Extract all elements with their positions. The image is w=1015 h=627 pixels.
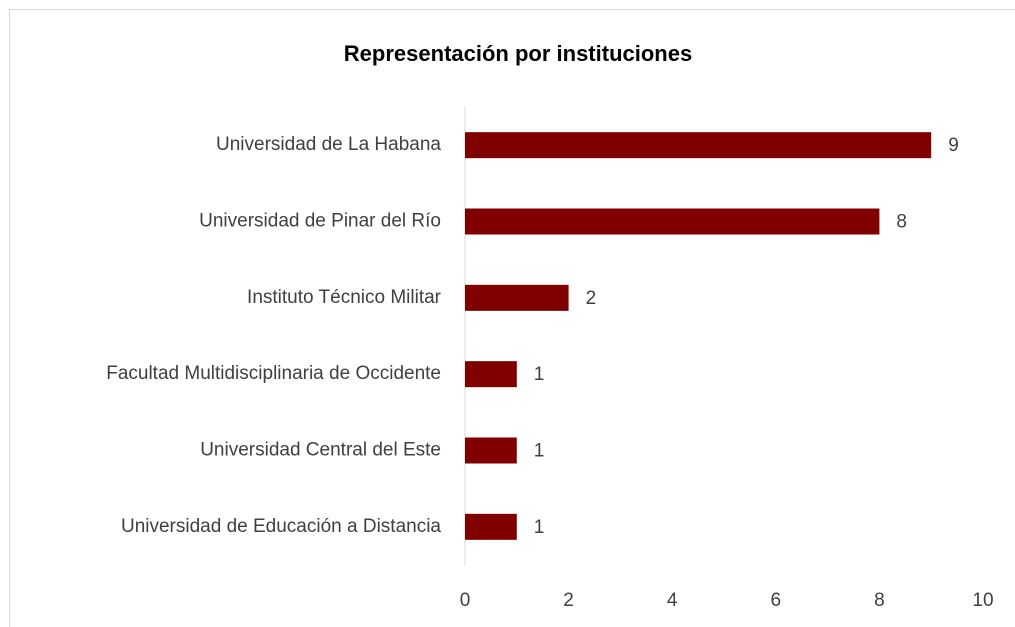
y-tick-label: Universidad Central del Este [200, 440, 441, 461]
bar [465, 208, 880, 235]
bar [465, 284, 569, 311]
bar [465, 513, 517, 540]
bar [465, 437, 517, 464]
y-tick-label: Universidad de Pinar del Río [199, 211, 441, 232]
x-tick-label: 0 [460, 590, 471, 611]
x-tick-label: 2 [563, 590, 574, 611]
x-tick-label: 8 [874, 590, 885, 611]
y-tick-label: Facultad Multidisciplinaria de Occidente [106, 363, 441, 384]
y-tick-label: Universidad de La Habana [216, 134, 441, 155]
chart-title: Representación por instituciones [344, 41, 692, 66]
x-tick-label: 4 [667, 590, 678, 611]
x-tick-label: 6 [771, 590, 782, 611]
y-tick-label: Universidad de Educación a Distancia [121, 516, 441, 537]
data-label: 1 [534, 364, 545, 385]
x-tick-label: 10 [972, 590, 993, 611]
bar [465, 132, 932, 159]
data-label: 1 [534, 517, 545, 538]
data-label: 1 [534, 441, 545, 462]
data-label: 8 [896, 212, 907, 233]
y-tick-label: Instituto Técnico Militar [247, 287, 442, 308]
data-label: 2 [586, 288, 597, 309]
bar [465, 361, 517, 388]
data-label: 9 [948, 135, 959, 156]
